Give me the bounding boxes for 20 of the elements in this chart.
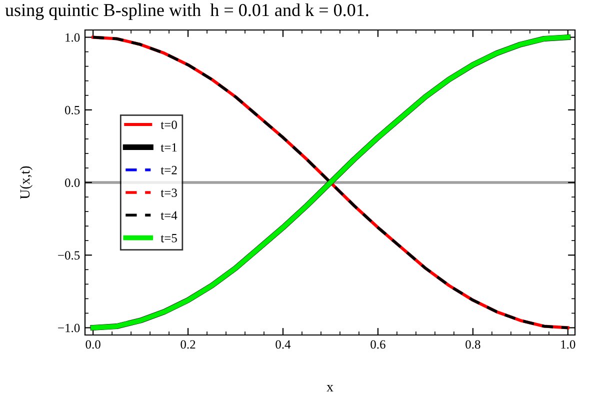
legend-label: t=2 xyxy=(160,166,177,174)
y-tick-label: 1.0 xyxy=(66,33,80,42)
y-tick-label: 0.0 xyxy=(64,178,80,188)
legend-label: t=3 xyxy=(160,188,177,197)
x-tick-label: 0.4 xyxy=(276,340,291,349)
y-tick-label: −1.0 xyxy=(58,324,80,332)
x-tick-label: 0.2 xyxy=(180,340,196,349)
legend-label: t=4 xyxy=(160,211,178,220)
x-tick-label: 0.0 xyxy=(86,340,100,349)
x-tick-label: 0.6 xyxy=(370,340,386,349)
legend-label: t=0 xyxy=(160,120,177,130)
y-axis-title: U(x,t) xyxy=(20,166,32,199)
legend-label: t=1 xyxy=(160,143,177,152)
chart-title: using quintic B-spline with h = 0.01 and k = 0.01. xyxy=(5,3,368,20)
y-tick-label: −0.5 xyxy=(58,251,80,260)
x-tick-label: 1.0 xyxy=(561,340,576,349)
x-axis-title: x xyxy=(326,385,334,392)
x-tick-label: 0.8 xyxy=(466,340,480,349)
y-tick-label: 0.5 xyxy=(64,106,80,114)
legend-label: t=5 xyxy=(160,234,177,242)
